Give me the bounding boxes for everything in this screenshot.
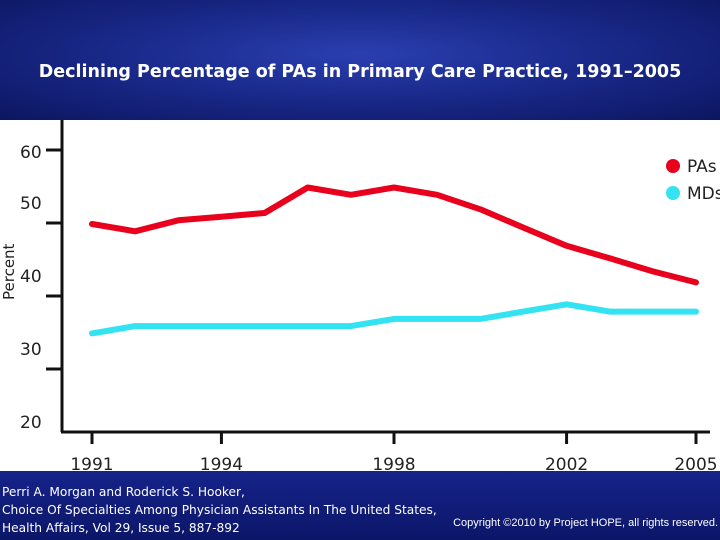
legend: PAs MDs [666, 157, 720, 204]
series-line-pas [89, 184, 699, 286]
citation-article: Choice Of Specialties Among Physician As… [2, 503, 437, 517]
x-tick-label: 1994 [200, 455, 243, 475]
citation-authors: Perri A. Morgan and Roderick S. Hooker, [2, 485, 245, 499]
x-tick-label: 2005 [674, 455, 717, 475]
chart-axes [60, 120, 710, 434]
y-tick-label: 50 [20, 194, 42, 214]
legend-marker-mds [666, 186, 680, 200]
copyright-notice: Copyright ©2010 by Project HOPE, all rig… [453, 517, 718, 529]
legend-marker-pas [666, 159, 680, 173]
footer-bar: Perri A. Morgan and Roderick S. Hooker, … [0, 471, 720, 540]
series-line-mds [89, 301, 699, 337]
citation-journal: Health Affairs, Vol 29, Issue 5, 887-892 [2, 521, 240, 535]
legend-label-mds: MDs [687, 184, 720, 204]
series-lines [89, 184, 699, 337]
x-tick-label: 2002 [545, 455, 588, 475]
x-ticks: 1991 1994 1998 2002 2005 [70, 432, 718, 475]
line-chart: 20 30 40 50 60 1991 1994 1998 2002 2005 PAs MDs P… [0, 120, 720, 475]
title-banner: Declining Percentage of PAs in Primary C… [0, 0, 720, 120]
y-tick-label: 40 [20, 267, 42, 287]
x-tick-label: 1991 [70, 455, 113, 475]
y-tick-label: 30 [20, 340, 42, 360]
slide-title: Declining Percentage of PAs in Primary C… [38, 62, 682, 82]
y-tick-label: 60 [20, 143, 42, 163]
citation: Perri A. Morgan and Roderick S. Hooker, … [2, 483, 437, 537]
y-ticks: 20 30 40 50 60 [20, 143, 62, 433]
y-axis-label: Percent [0, 243, 18, 300]
legend-label-pas: PAs [687, 157, 717, 177]
y-tick-label: 20 [20, 413, 42, 433]
x-tick-label: 1998 [372, 455, 415, 475]
